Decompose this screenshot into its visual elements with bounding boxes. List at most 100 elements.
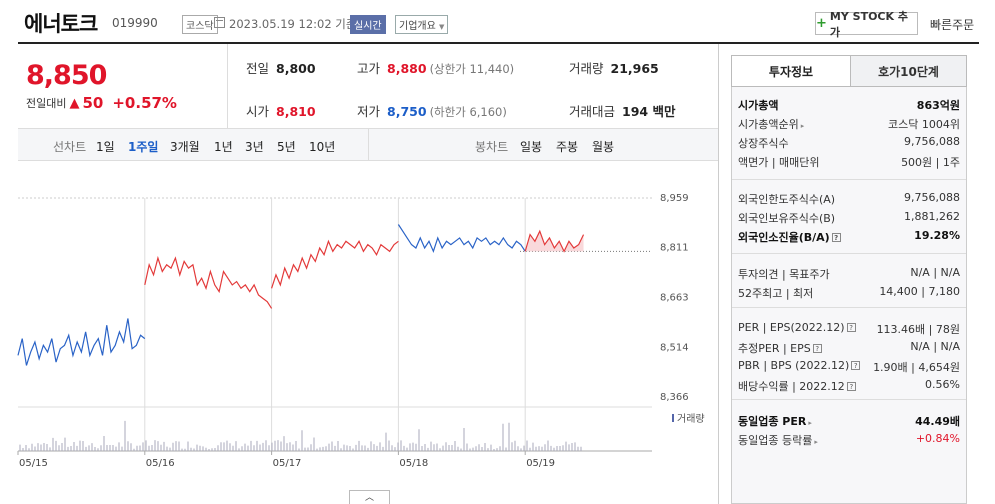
info-value: 113.46배 | 78원	[876, 323, 960, 336]
quote-summary: 8,850 전일대비 ▲ 50 +0.57% 전일 8,800 고가 8,880 (상…	[18, 44, 718, 129]
info-value: 9,756,088	[904, 191, 960, 204]
info-key: 투자의견 | 목표주가	[738, 268, 830, 281]
info-key: 액면가 | 매매단위	[738, 156, 820, 169]
info-key[interactable]: 시가총액순위 ▸	[738, 118, 805, 131]
y-tick-label: 8,663	[660, 292, 689, 303]
tab-1w[interactable]: 1주일	[128, 140, 159, 154]
candle-chart-label: 봉차트	[475, 140, 509, 154]
tab-3y[interactable]: 3년	[245, 140, 264, 154]
line-chart-label: 선차트	[53, 140, 87, 154]
tab-order-book[interactable]: 호가10단계	[850, 56, 966, 86]
y-tick-label: 8,366	[660, 392, 689, 403]
y-tick-label: 8,514	[660, 342, 689, 353]
info-key: 외국인한도주식수(A)	[738, 193, 836, 206]
info-key[interactable]: 추정PER | EPS?	[738, 340, 822, 356]
chevron-up-icon: ︿	[364, 493, 374, 503]
quick-order-link[interactable]: 빠른주문	[930, 18, 975, 32]
info-value: 500원 | 1주	[901, 156, 960, 169]
company-info-button[interactable]: 기업개요 ▼	[395, 15, 449, 34]
lower-limit: (하한가 6,160)	[429, 105, 507, 119]
upper-limit: (상한가 11,440)	[429, 62, 515, 76]
low-cell: 저가 8,750 (하한가 6,160)	[357, 101, 507, 120]
tab-weekly[interactable]: 주봉	[556, 140, 579, 154]
info-value: 19.28%	[914, 229, 960, 242]
info-value: 9,756,088	[904, 135, 960, 148]
info-value: 코스닥 1004위	[888, 118, 960, 131]
calendar-icon	[214, 17, 225, 28]
stock-name: 에너토크	[24, 12, 98, 36]
tab-daily[interactable]: 일봉	[520, 140, 543, 154]
tab-1y[interactable]: 1년	[214, 140, 233, 154]
volume-cell: 거래량 21,965	[569, 58, 659, 77]
change-amount: 50	[82, 94, 104, 112]
info-key: 외국인보유주식수(B)	[738, 212, 836, 225]
help-icon[interactable]: ?	[812, 344, 822, 353]
info-key[interactable]: 외국인소진율(B/A)?	[738, 229, 841, 245]
info-key[interactable]: PER | EPS(2022.12)?	[738, 321, 856, 334]
price-above-prev-fill	[525, 231, 584, 252]
price-chart[interactable]: 8,959 8,811 8,663 8,514 8,366 거래량 05/15 05/16 05…	[0, 161, 718, 504]
plus-icon: +	[816, 16, 827, 31]
investment-info-table: 시가총액 863억원 시가총액순위 ▸ 코스닥 1004위 상장주식수 9,756,088 액…	[731, 87, 967, 504]
change-percent: +0.57%	[112, 94, 177, 112]
price-line-05/19	[524, 229, 585, 253]
y-tick-label: 8,811	[660, 243, 689, 254]
high-value: 8,880	[387, 61, 427, 76]
info-value: 1,881,262	[904, 210, 960, 223]
tabs-divider	[368, 129, 369, 161]
info-value: +0.84%	[915, 432, 960, 445]
help-icon[interactable]: ?	[846, 323, 856, 332]
chevron-right-icon: ▸	[808, 419, 812, 427]
price-line-05/15	[17, 318, 146, 366]
prev-label: 전일	[246, 61, 270, 76]
company-info-label: 기업개요	[399, 21, 436, 32]
info-key[interactable]: 동일업종 PER ▸	[738, 415, 812, 428]
collapse-chart-button[interactable]: ︿	[349, 490, 390, 504]
section-divider	[732, 253, 966, 254]
info-key: 52주최고 | 최저	[738, 287, 814, 300]
volume-legend: 거래량	[677, 413, 705, 425]
prev-close-cell: 전일 8,800	[246, 58, 316, 77]
x-tick-label: 05/18	[399, 458, 428, 469]
low-label: 저가	[357, 104, 381, 119]
tab-investment-info[interactable]: 투자정보	[732, 56, 850, 86]
info-value: 0.56%	[925, 378, 960, 391]
info-value: N/A | N/A	[910, 266, 960, 279]
tab-10y[interactable]: 10년	[309, 140, 336, 154]
volume-legend-swatch	[672, 414, 674, 422]
amount-value: 194 백만	[622, 104, 676, 119]
market-badge: 코스닥	[182, 15, 218, 34]
info-value: 14,400 | 7,180	[879, 285, 960, 298]
quote-datetime: 2023.05.19 12:02 기준(장중)	[229, 17, 387, 31]
high-label: 고가	[357, 61, 381, 76]
section-divider	[732, 307, 966, 308]
info-key[interactable]: PBR | BPS (2022.12)?	[738, 359, 861, 372]
info-key[interactable]: 동일업종 등락률 ▸	[738, 434, 818, 447]
add-mystock-button[interactable]: + MY STOCK 추가	[815, 10, 918, 39]
realtime-badge[interactable]: 실시간	[350, 15, 386, 34]
help-icon[interactable]: ?	[851, 361, 861, 370]
info-key[interactable]: 배당수익률 | 2022.12?	[738, 378, 856, 394]
x-tick-label: 05/17	[273, 458, 302, 469]
section-divider	[732, 399, 966, 400]
x-tick-label: 05/19	[526, 458, 555, 469]
volume-label: 거래량	[569, 61, 604, 76]
chevron-right-icon: ▸	[800, 122, 805, 130]
tab-5y[interactable]: 5년	[277, 140, 296, 154]
info-key: 상장주식수	[738, 137, 789, 150]
info-value: 1.90배 | 4,654원	[873, 361, 960, 374]
tab-1d[interactable]: 1일	[96, 140, 115, 154]
tab-3m[interactable]: 3개월	[170, 140, 200, 154]
help-icon[interactable]: ?	[846, 382, 856, 391]
help-icon[interactable]: ?	[831, 233, 841, 242]
high-cell: 고가 8,880 (상한가 11,440)	[357, 58, 514, 77]
open-label: 시가	[246, 104, 270, 119]
low-value: 8,750	[387, 104, 427, 119]
info-key: 시가총액	[738, 99, 779, 112]
volume-value: 21,965	[610, 61, 659, 76]
section-divider	[732, 179, 966, 180]
open-cell: 시가 8,810	[246, 101, 316, 120]
divider	[227, 44, 228, 129]
price-line-05/18	[397, 224, 526, 254]
tab-monthly[interactable]: 월봉	[592, 140, 615, 154]
